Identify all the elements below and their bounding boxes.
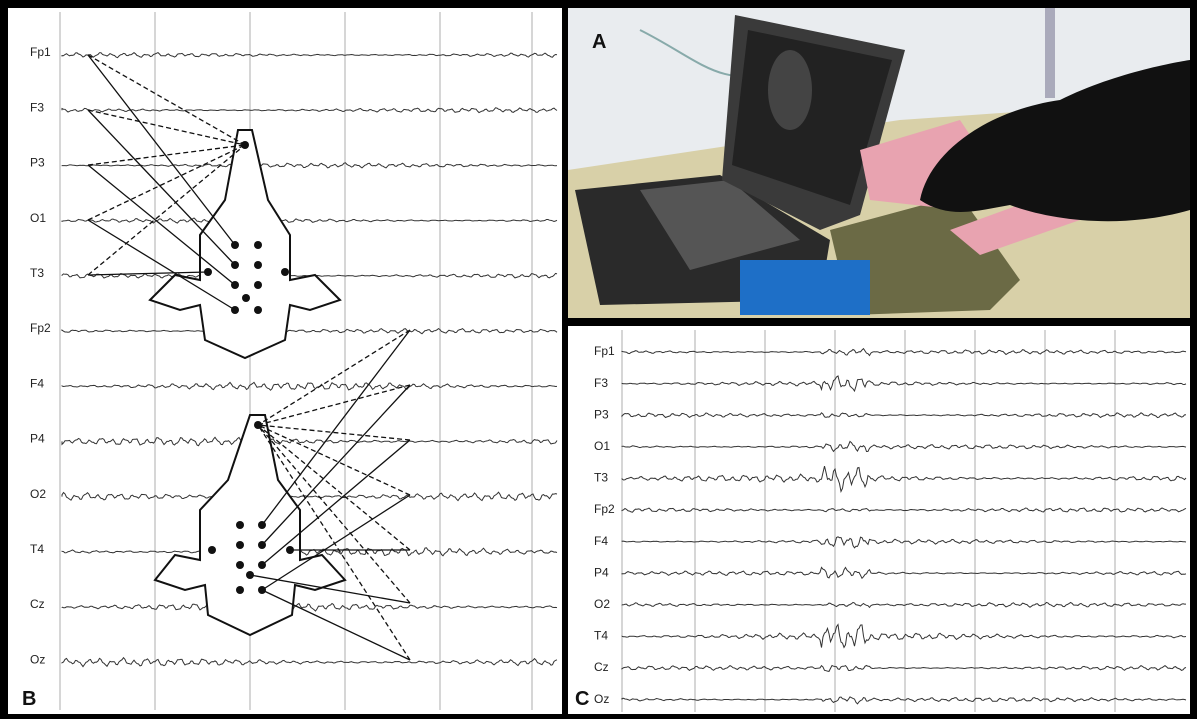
channel-label: O2 (30, 487, 46, 501)
eeg-trace (61, 547, 558, 557)
eeg-trace (621, 664, 1187, 672)
eeg-trace (621, 412, 1187, 419)
panel-c (568, 326, 1190, 714)
wire (87, 54, 236, 246)
keyboard (640, 180, 800, 270)
skull-outline (148, 129, 342, 360)
wire (261, 439, 411, 566)
channel-label: F4 (30, 376, 44, 390)
wire (87, 144, 246, 221)
channel-label: O2 (594, 597, 610, 611)
pipe (1045, 8, 1055, 98)
channel-label: T4 (30, 542, 44, 556)
wire (257, 424, 411, 441)
channel-label: T3 (594, 471, 608, 485)
wire (87, 219, 236, 311)
skull-top (87, 54, 342, 360)
wire (87, 271, 209, 276)
eeg-trace (61, 327, 558, 335)
channel-label: F3 (30, 100, 44, 114)
wire (87, 109, 236, 266)
channel-label: T4 (594, 629, 608, 643)
eeg-trace (621, 375, 1187, 393)
panel-b-traces: Fp1 F3 P3 O1 T3 Fp2 F4 P4 O2 T4 Cz Oz (30, 12, 558, 710)
channel-label: Fp1 (594, 344, 615, 358)
wire (257, 424, 411, 496)
wire (257, 424, 411, 661)
channel-label: P4 (30, 432, 45, 446)
eeg-trace (621, 696, 1187, 705)
panel-c-traces: Fp1 F3 P3 O1 T3 Fp2 F4 P4 O2 T4 Cz Oz (594, 330, 1187, 712)
channel-label: P3 (30, 156, 45, 170)
eeg-trace (621, 536, 1187, 549)
channel-label: F4 (594, 534, 608, 548)
channel-label: F3 (594, 376, 608, 390)
eeg-trace (621, 623, 1187, 649)
wire (257, 424, 411, 551)
eeg-trace (621, 601, 1186, 609)
eeg-trace (621, 440, 1187, 453)
channel-label: P4 (594, 565, 609, 579)
wire (257, 384, 411, 426)
wire (261, 384, 411, 546)
eeg-trace (621, 566, 1187, 580)
wire (261, 329, 411, 526)
screen-figure (768, 50, 812, 130)
eeg-trace (61, 217, 558, 224)
wire (87, 144, 246, 276)
channel-label: Oz (594, 692, 609, 706)
panel-label: A (592, 31, 606, 53)
channel-label: O1 (30, 211, 46, 225)
eeg-trace (61, 381, 558, 391)
eeg-trace (61, 491, 558, 502)
electrodes (204, 141, 289, 314)
eeg-trace (61, 162, 558, 169)
channel-label: Oz (30, 652, 45, 666)
eeg-trace (61, 436, 558, 447)
panel-label: C (575, 688, 589, 710)
wire (87, 54, 246, 146)
dog (920, 60, 1190, 222)
panel-a-photo (568, 8, 1190, 318)
electrodes (208, 421, 294, 594)
skull-outline (153, 414, 347, 637)
wire (257, 329, 411, 426)
channel-label: Cz (30, 597, 45, 611)
channel-label: Fp2 (594, 502, 615, 516)
channel-label: P3 (594, 407, 609, 421)
device (740, 260, 870, 315)
eeg-trace (61, 656, 558, 668)
skull-bottom (153, 329, 411, 661)
eeg-trace (61, 51, 558, 59)
wire (261, 589, 411, 661)
wire (87, 144, 246, 166)
eeg-trace (61, 601, 558, 613)
eeg-trace (61, 107, 558, 114)
channel-label: Fp2 (30, 321, 51, 335)
wire (249, 574, 411, 604)
panel-label: B (22, 688, 36, 710)
eeg-trace (621, 465, 1187, 493)
channel-label: Fp1 (30, 45, 51, 59)
wire (87, 109, 246, 146)
channel-label: Cz (594, 660, 609, 674)
channel-label: T3 (30, 266, 44, 280)
wire (261, 494, 411, 591)
wire (257, 424, 411, 604)
channel-label: O1 (594, 439, 610, 453)
wire (87, 164, 236, 286)
eeg-trace (621, 507, 1187, 513)
eeg-trace (621, 347, 1187, 357)
